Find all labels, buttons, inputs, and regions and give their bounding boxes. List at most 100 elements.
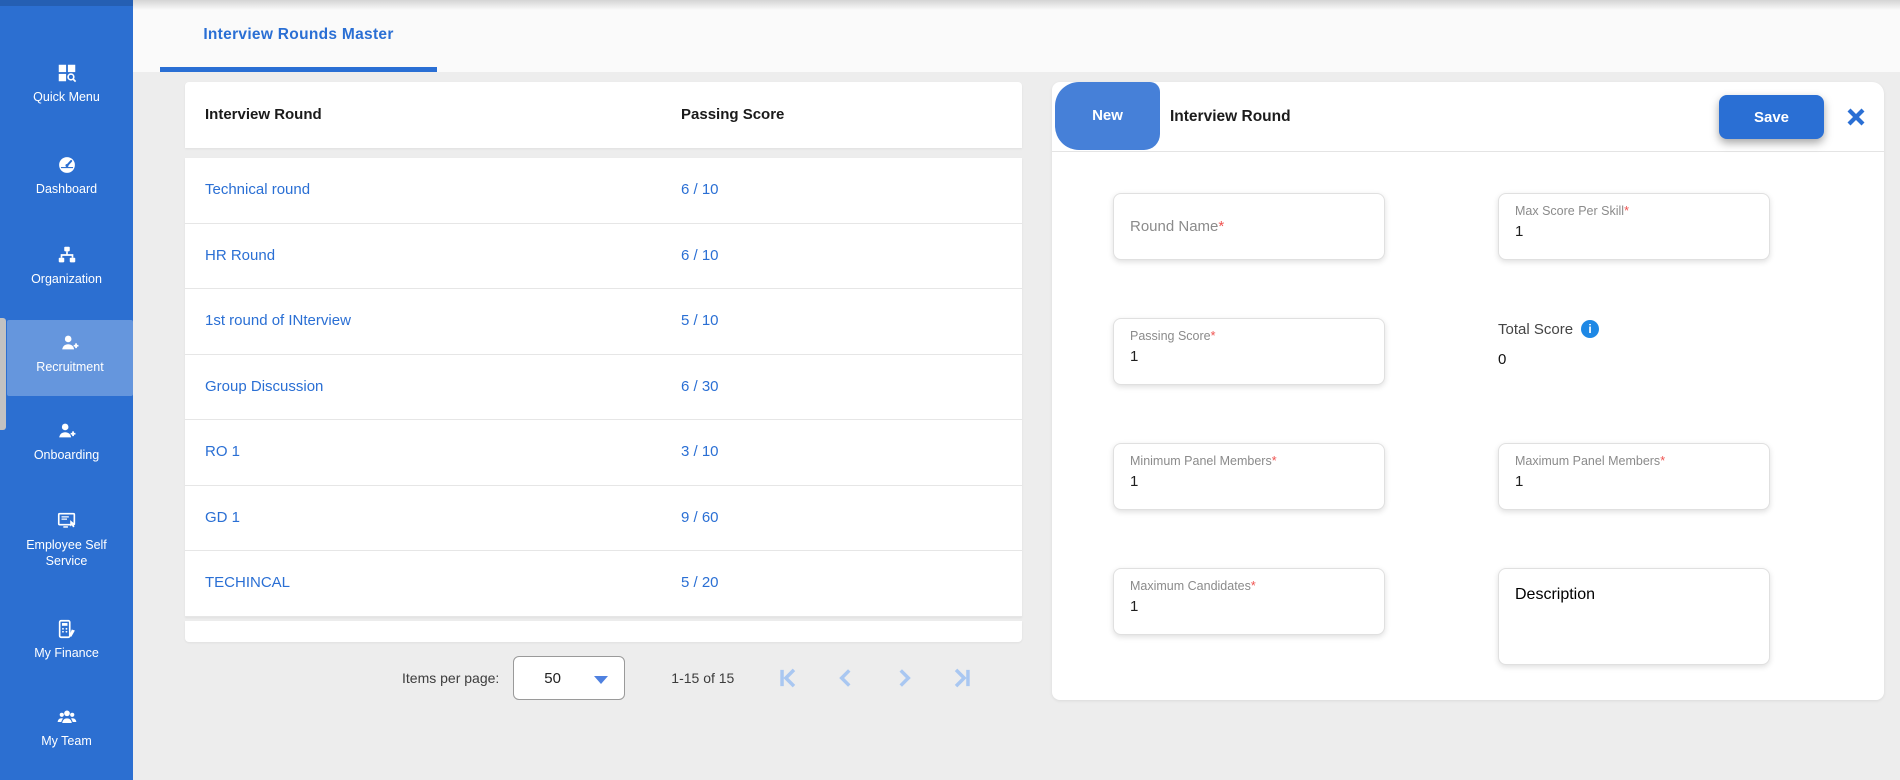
first-page-icon xyxy=(780,668,796,688)
first-page-button[interactable] xyxy=(774,664,802,692)
passing-score-value: 6 / 10 xyxy=(681,181,719,198)
interview-round-link[interactable]: Group Discussion xyxy=(205,377,324,395)
round-name-field[interactable]: Round Name* xyxy=(1113,193,1385,260)
last-page-button[interactable] xyxy=(948,664,976,692)
sidebar-item-label: Dashboard xyxy=(35,182,98,196)
table-row[interactable]: RO 1 3 / 10 xyxy=(185,420,1022,486)
passing-score-value: 3 / 10 xyxy=(681,443,719,460)
required-marker: * xyxy=(1624,204,1629,218)
tab-interview-rounds-master[interactable]: Interview Rounds Master xyxy=(160,0,437,72)
table-row[interactable]: 1st round of INterview 5 / 10 xyxy=(185,289,1022,355)
sidebar-item-label: Employee Self Service xyxy=(26,538,107,568)
sidebar-item-employee-self-service[interactable]: Employee Self Service xyxy=(0,510,133,569)
total-score-block: Total Score i 0 xyxy=(1498,320,1600,368)
max-score-per-skill-field[interactable]: Max Score Per Skill* 1 xyxy=(1498,193,1770,260)
interview-round-link[interactable]: TECHINCAL xyxy=(205,574,291,591)
person-add-icon xyxy=(62,335,79,350)
person-add-icon xyxy=(58,423,75,438)
passing-score-value: 6 / 10 xyxy=(681,246,719,264)
sidebar-item-quick-menu[interactable]: Quick Menu xyxy=(0,62,133,105)
field-label: Maximum Panel Members* xyxy=(1515,454,1666,468)
round-name-placeholder: Round Name* xyxy=(1130,218,1225,235)
next-page-button[interactable] xyxy=(890,664,918,692)
sidebar-item-label: Quick Menu xyxy=(33,90,100,104)
table-footer-strip xyxy=(185,621,1022,642)
page-size-value: 50 xyxy=(544,669,561,687)
description-placeholder: Description xyxy=(1515,586,1596,603)
save-button[interactable]: Save xyxy=(1719,95,1824,139)
self-service-icon xyxy=(57,512,75,528)
sidebar-item-dashboard[interactable]: Dashboard xyxy=(0,154,133,197)
table-row[interactable]: TECHINCAL 5 / 20 xyxy=(185,551,1022,617)
required-marker: * xyxy=(1218,218,1225,235)
field-label: Minimum Panel Members* xyxy=(1130,454,1277,468)
passing-score-value: 5 / 10 xyxy=(681,312,719,329)
quick-menu-icon xyxy=(58,64,76,83)
interview-round-link[interactable]: RO 1 xyxy=(205,443,241,460)
table-row[interactable]: GD 1 9 / 60 xyxy=(185,486,1022,551)
tab-bar: Interview Rounds Master xyxy=(133,0,1900,72)
sidebar-item-my-finance[interactable]: My Finance xyxy=(0,618,133,661)
total-score-value: 0 xyxy=(1498,351,1507,368)
active-tab-indicator xyxy=(160,67,437,72)
required-marker: * xyxy=(1660,454,1666,468)
panel-title: Interview Round xyxy=(1170,108,1291,125)
items-per-page-label: Items per page: xyxy=(402,670,500,686)
sidebar-item-label: My Finance xyxy=(34,646,99,660)
field-value: 1 xyxy=(1515,473,1524,490)
paginator: Items per page: 50 1-15 of 15 xyxy=(402,653,976,703)
maximum-panel-members-field[interactable]: Maximum Panel Members* 1 xyxy=(1498,443,1770,510)
maximum-candidates-field[interactable]: Maximum Candidates* 1 xyxy=(1113,568,1385,635)
previous-page-button[interactable] xyxy=(832,664,860,692)
passing-score-field[interactable]: Passing Score* 1 xyxy=(1113,318,1385,385)
info-icon[interactable]: i xyxy=(1581,320,1600,338)
field-label: Passing Score* xyxy=(1130,329,1216,343)
required-marker: * xyxy=(1250,579,1256,593)
interview-round-link[interactable]: GD 1 xyxy=(205,508,241,526)
interview-round-link[interactable]: Technical round xyxy=(205,181,311,198)
column-header-passing-score: Passing Score xyxy=(681,106,785,123)
panel-header: New Interview Round Save xyxy=(1052,82,1884,152)
close-icon[interactable] xyxy=(1844,105,1868,129)
column-header-interview-round: Interview Round xyxy=(205,106,322,123)
dashboard-icon xyxy=(58,157,75,173)
next-page-icon xyxy=(899,669,912,687)
sidebar-item-recruitment[interactable]: Recruitment xyxy=(7,320,133,396)
field-label: Maximum Candidates* xyxy=(1130,579,1256,593)
new-mode-badge[interactable]: New xyxy=(1055,82,1160,150)
previous-page-icon xyxy=(839,669,851,687)
field-value: 1 xyxy=(1130,348,1139,365)
passing-score-value: 6 / 30 xyxy=(681,377,719,395)
table-row[interactable]: Group Discussion 6 / 30 xyxy=(185,355,1022,420)
team-icon xyxy=(57,710,76,723)
description-field[interactable]: Description xyxy=(1498,568,1770,665)
field-label: Max Score Per Skill* xyxy=(1515,204,1629,218)
interview-round-link[interactable]: 1st round of INterview xyxy=(205,312,351,329)
table-row[interactable]: Technical round 6 / 10 xyxy=(185,158,1022,224)
interview-round-link[interactable]: HR Round xyxy=(205,246,276,264)
table-row[interactable]: HR Round 6 / 10 xyxy=(185,224,1022,289)
field-value: 1 xyxy=(1130,473,1139,490)
field-value: 1 xyxy=(1515,223,1524,240)
dropdown-caret-icon xyxy=(594,676,609,684)
last-page-icon xyxy=(955,668,971,688)
items-per-page-select[interactable]: 50 xyxy=(513,656,626,700)
required-marker: * xyxy=(1210,329,1216,343)
sidebar-scrollbar-thumb[interactable] xyxy=(0,318,6,430)
sidebar-item-label: Onboarding xyxy=(33,448,100,462)
passing-score-value: 9 / 60 xyxy=(681,508,719,526)
organization-icon xyxy=(58,246,75,263)
field-value: 1 xyxy=(1130,598,1139,615)
paginator-nav xyxy=(774,664,976,692)
sidebar: Quick Menu Dashboard Organization Recrui… xyxy=(0,0,133,780)
minimum-panel-members-field[interactable]: Minimum Panel Members* 1 xyxy=(1113,443,1385,510)
sidebar-item-organization[interactable]: Organization xyxy=(0,244,133,287)
table-body: Technical round 6 / 10 HR Round 6 / 10 1… xyxy=(185,158,1022,617)
sidebar-item-my-team[interactable]: My Team xyxy=(0,706,133,749)
sidebar-item-onboarding[interactable]: Onboarding xyxy=(0,420,133,463)
finance-icon xyxy=(58,619,75,639)
tab-label: Interview Rounds Master xyxy=(203,26,394,43)
table-header: Interview Round Passing Score xyxy=(185,82,1022,148)
page-range-label: 1-15 of 15 xyxy=(671,670,735,686)
passing-score-value: 5 / 20 xyxy=(681,574,719,591)
